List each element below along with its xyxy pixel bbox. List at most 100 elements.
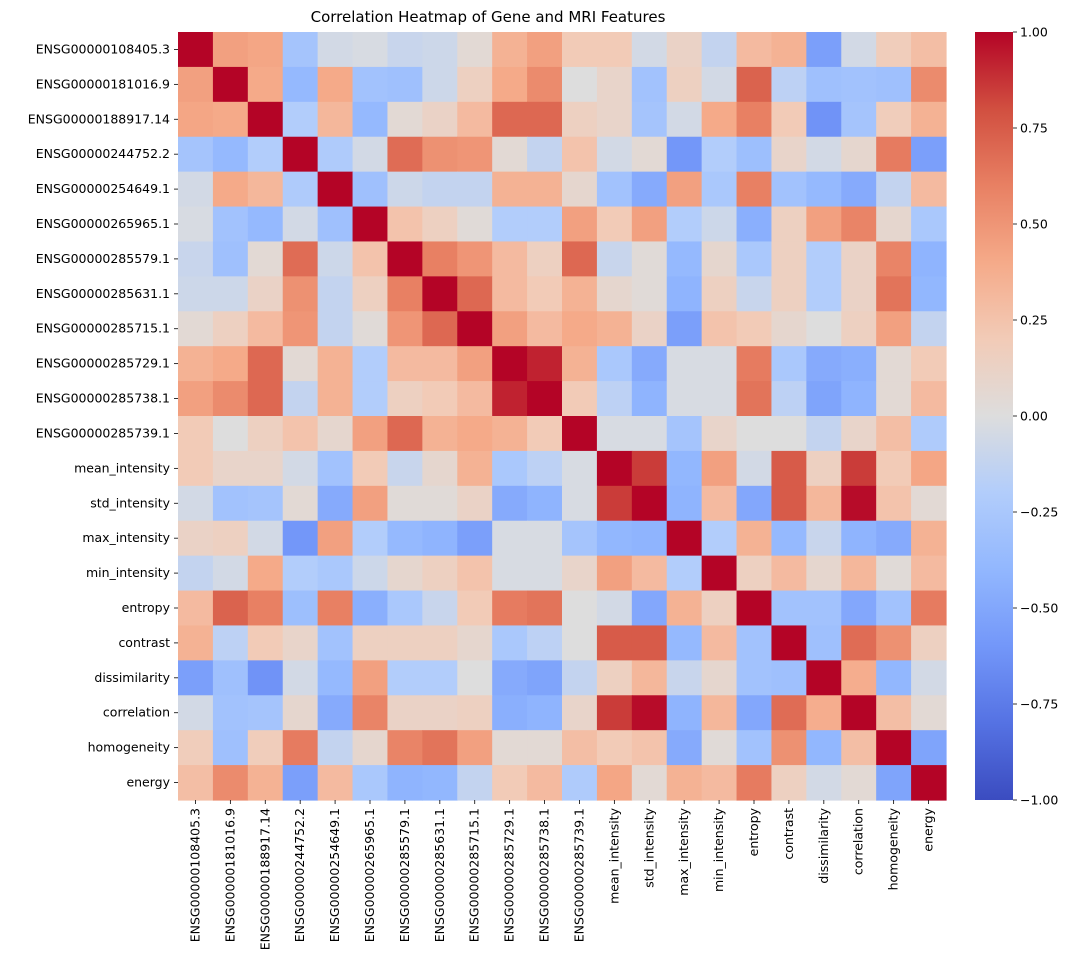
heatmap-cell xyxy=(771,660,807,696)
heatmap-cell xyxy=(736,485,773,522)
heatmap-cell xyxy=(457,206,493,243)
heatmap-cell xyxy=(736,730,773,766)
heatmap-cell xyxy=(666,32,703,68)
heatmap-cell xyxy=(562,625,598,661)
heatmap-cell xyxy=(771,101,807,138)
x-tick-label: correlation xyxy=(851,808,866,875)
heatmap-cell xyxy=(596,171,633,208)
y-tick-label: ENSG00000265965.1 xyxy=(36,216,170,231)
heatmap-cell xyxy=(247,625,284,661)
heatmap-cell xyxy=(247,311,284,347)
y-tick-label: dissimilarity xyxy=(94,670,170,685)
heatmap-cell xyxy=(806,695,842,731)
heatmap-cell xyxy=(736,136,773,173)
heatmap-cell xyxy=(212,171,249,208)
heatmap-cell xyxy=(631,416,668,452)
heatmap-cell xyxy=(841,241,877,277)
heatmap-cell xyxy=(806,625,842,661)
x-tick-label: ENSG00000285729.1 xyxy=(502,808,517,942)
heatmap-cell xyxy=(317,171,354,208)
heatmap-cell xyxy=(492,660,528,696)
heatmap-cell xyxy=(352,136,389,173)
heatmap-cell xyxy=(876,381,912,417)
heatmap-cell xyxy=(806,241,842,277)
x-tick-label: ENSG00000188917.14 xyxy=(257,808,272,950)
heatmap-cell xyxy=(317,241,354,277)
heatmap-cell xyxy=(387,346,423,382)
heatmap-cell xyxy=(527,206,563,243)
heatmap-cell xyxy=(527,241,563,277)
heatmap-cell xyxy=(527,32,563,68)
heatmap-cell xyxy=(457,660,493,696)
heatmap-cell xyxy=(562,555,598,592)
heatmap-cell xyxy=(352,730,389,766)
heatmap-cell xyxy=(736,590,773,627)
heatmap-cell xyxy=(736,695,773,731)
heatmap-cell xyxy=(841,765,877,801)
heatmap-cell xyxy=(701,765,738,801)
heatmap-cell xyxy=(911,276,947,312)
heatmap-cell xyxy=(666,520,703,557)
heatmap-cell xyxy=(771,485,807,522)
heatmap-cell xyxy=(212,625,249,661)
heatmap-cell xyxy=(876,590,912,627)
heatmap-cell xyxy=(282,765,319,801)
heatmap-cell xyxy=(352,520,389,557)
heatmap-cell xyxy=(631,695,668,731)
heatmap-cell xyxy=(247,276,284,312)
heatmap-cell xyxy=(422,765,458,801)
heatmap-cell xyxy=(387,450,423,487)
heatmap-cell xyxy=(562,730,598,766)
heatmap-cell xyxy=(492,555,528,592)
heatmap-cell xyxy=(596,416,633,452)
heatmap-cell xyxy=(457,416,493,452)
heatmap-cell xyxy=(492,136,528,173)
heatmap-cell xyxy=(736,660,773,696)
y-tick-label: energy xyxy=(126,775,170,790)
heatmap-cell xyxy=(631,311,668,347)
heatmap-cell xyxy=(422,241,458,277)
heatmap-cell xyxy=(282,450,319,487)
heatmap-cell xyxy=(596,730,633,766)
heatmap-cell xyxy=(736,276,773,312)
heatmap-cell xyxy=(911,241,947,277)
heatmap-cell xyxy=(736,625,773,661)
heatmap-cell xyxy=(911,66,947,103)
heatmap-cell xyxy=(911,171,947,208)
heatmap-cell xyxy=(701,101,738,138)
heatmap-cell xyxy=(666,660,703,696)
x-tick-label: contrast xyxy=(781,808,796,860)
heatmap-cell xyxy=(841,416,877,452)
heatmap-cell xyxy=(666,136,703,173)
heatmap-cell xyxy=(841,101,877,138)
heatmap-cell xyxy=(247,381,284,417)
heatmap-cell xyxy=(771,625,807,661)
heatmap-cell xyxy=(736,241,773,277)
heatmap-cell xyxy=(527,765,563,801)
heatmap-cell xyxy=(282,241,319,277)
heatmap-cell xyxy=(387,206,423,243)
heatmap-cell xyxy=(422,416,458,452)
heatmap-cell xyxy=(422,171,458,208)
heatmap-cell xyxy=(631,346,668,382)
heatmap-cell xyxy=(771,520,807,557)
heatmap-cell xyxy=(212,206,249,243)
heatmap-cell xyxy=(178,311,214,347)
heatmap-cell xyxy=(911,765,947,801)
y-tick-label: ENSG00000188917.14 xyxy=(28,111,170,126)
heatmap-cell xyxy=(666,66,703,103)
heatmap-cell xyxy=(666,346,703,382)
heatmap-cell xyxy=(352,485,389,522)
heatmap-cell xyxy=(178,276,214,312)
heatmap-cell xyxy=(806,171,842,208)
y-tick-label: ENSG00000181016.9 xyxy=(36,76,170,91)
heatmap-cell xyxy=(596,520,633,557)
heatmap-cell xyxy=(596,346,633,382)
heatmap-cell xyxy=(771,346,807,382)
heatmap-cell xyxy=(562,485,598,522)
heatmap-cell xyxy=(527,660,563,696)
heatmap-cell xyxy=(596,555,633,592)
x-tick-label: ENSG00000181016.9 xyxy=(222,808,237,942)
heatmap-cell xyxy=(911,32,947,68)
heatmap-cell xyxy=(457,136,493,173)
